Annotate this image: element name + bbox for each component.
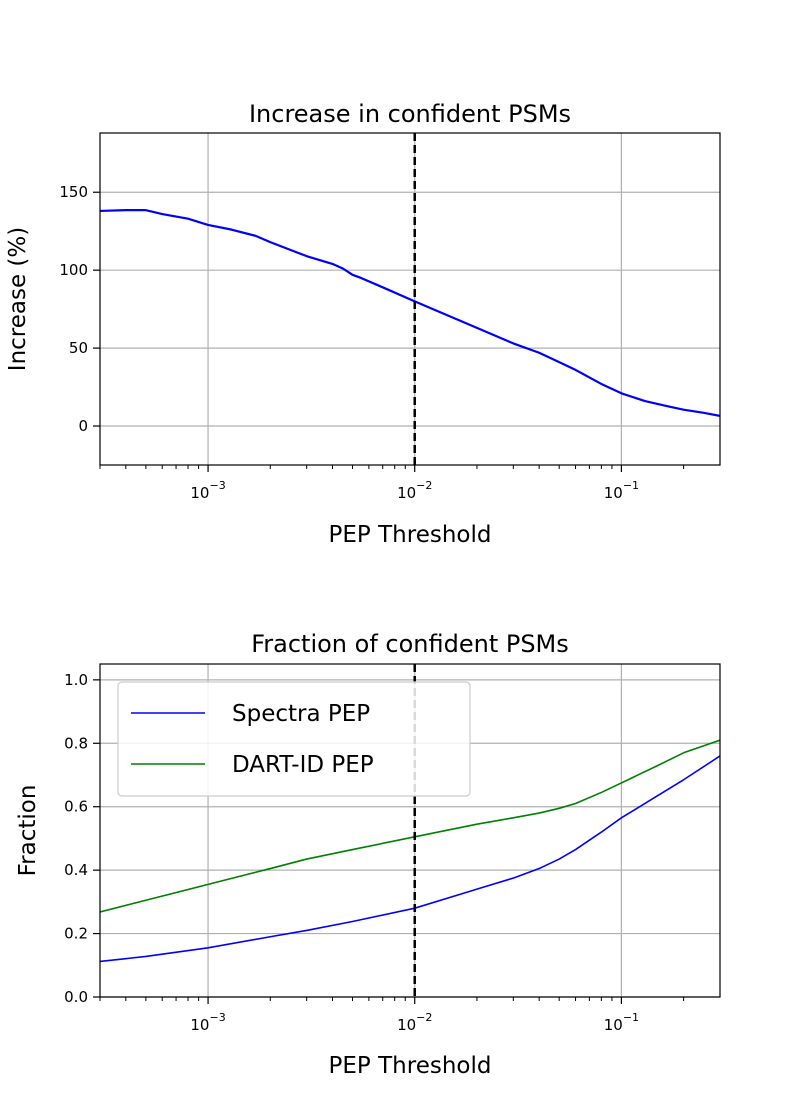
x-tick-label-base: 10 bbox=[604, 1016, 623, 1034]
x-tick-label-base: 10 bbox=[190, 484, 209, 502]
y-tick-label: 1.0 bbox=[64, 671, 88, 689]
x-tick-label-exponent: −2 bbox=[416, 1011, 432, 1024]
series-line-1 bbox=[100, 209, 720, 417]
series-line-2 bbox=[100, 739, 720, 913]
chart-title: Increase in confident PSMs bbox=[249, 100, 571, 128]
legend-label-2: DART-ID PEP bbox=[232, 752, 374, 778]
x-tick-label: 10−1 bbox=[604, 479, 639, 502]
x-tick-label-exponent: −3 bbox=[209, 1011, 225, 1024]
legend-box bbox=[117, 681, 471, 797]
legend: Spectra PEP DART-ID PEP bbox=[117, 681, 471, 797]
y-axis-label: Increase (%) bbox=[5, 227, 31, 371]
x-tick-label: 10−1 bbox=[604, 1011, 639, 1034]
x-tick-label-exponent: −2 bbox=[416, 479, 432, 492]
x-tick-label-base: 10 bbox=[190, 1016, 209, 1034]
y-tick-label: 0.4 bbox=[64, 861, 88, 879]
chart-title: Fraction of confident PSMs bbox=[251, 630, 569, 658]
y-tick-label: 0.2 bbox=[64, 925, 88, 943]
x-tick-label-base: 10 bbox=[397, 484, 416, 502]
x-tick-label: 10−3 bbox=[190, 479, 225, 502]
y-tick-label: 100 bbox=[59, 261, 88, 279]
series-line-1 bbox=[100, 755, 720, 963]
y-tick-label: 0.0 bbox=[64, 988, 88, 1006]
y-tick-label: 0 bbox=[78, 417, 88, 435]
axes-frame bbox=[99, 132, 721, 466]
x-tick-label-exponent: −3 bbox=[209, 479, 225, 492]
axes-frame bbox=[99, 663, 721, 998]
y-tick-label: 0.8 bbox=[64, 734, 88, 752]
x-tick-label-exponent: −1 bbox=[623, 1011, 639, 1024]
y-axis-label: Fraction bbox=[15, 785, 41, 877]
y-tick-label: 50 bbox=[69, 339, 88, 357]
x-tick-label-base: 10 bbox=[397, 1016, 416, 1034]
x-axis-label: PEP Threshold bbox=[329, 522, 492, 548]
x-axis-label: PEP Threshold bbox=[329, 1053, 492, 1079]
y-tick-label: 150 bbox=[59, 183, 88, 201]
y-tick-label: 0.6 bbox=[64, 798, 88, 816]
x-tick-label: 10−2 bbox=[397, 1011, 432, 1034]
legend-label-1: Spectra PEP bbox=[232, 701, 370, 727]
x-tick-label: 10−3 bbox=[190, 1011, 225, 1034]
x-tick-label: 10−2 bbox=[397, 479, 432, 502]
x-tick-label-base: 10 bbox=[604, 484, 623, 502]
x-tick-label-exponent: −1 bbox=[623, 479, 639, 492]
